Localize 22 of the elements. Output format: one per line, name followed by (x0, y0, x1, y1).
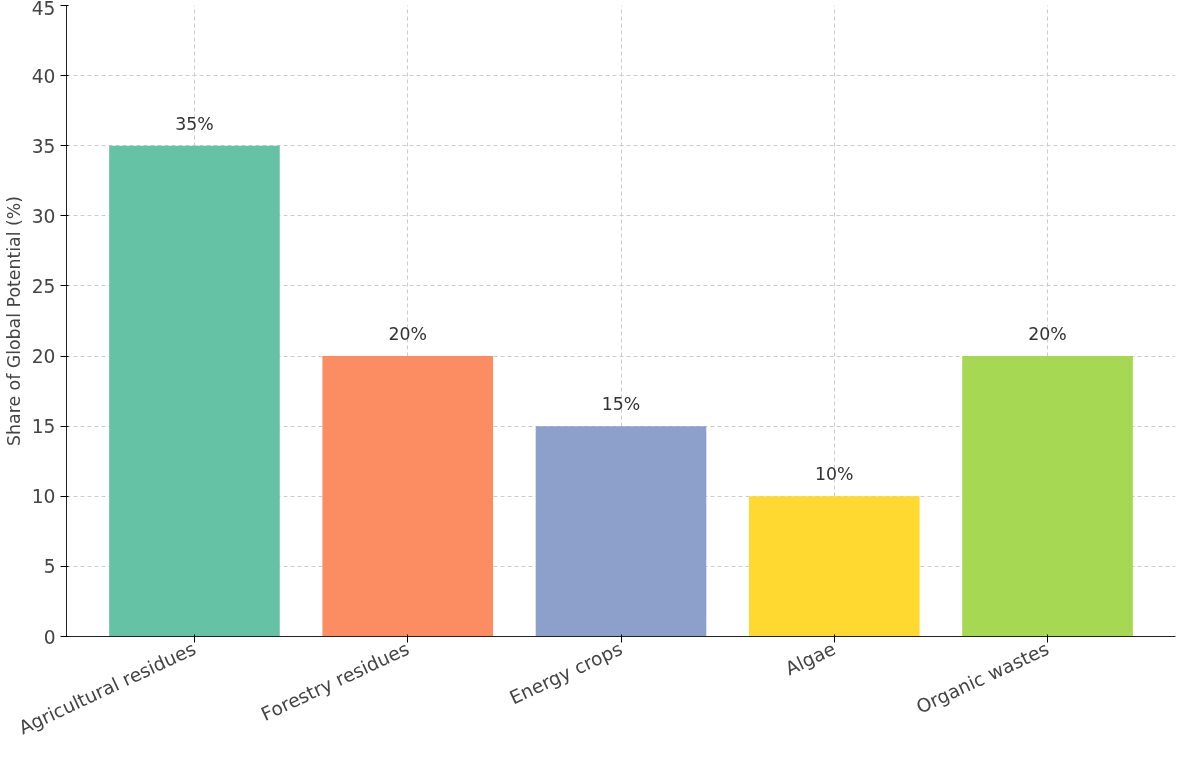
y-tick-label: 0 (43, 626, 56, 648)
bar (962, 356, 1133, 637)
data-label: 20% (388, 324, 427, 345)
y-tick-label: 45 (31, 0, 56, 19)
y-tick-label: 35 (31, 135, 56, 157)
y-axis-title: Share of Global Potential (%) (3, 196, 24, 446)
x-tick-label: Algae (782, 637, 839, 680)
data-label: 10% (815, 464, 854, 485)
data-label: 35% (175, 113, 214, 134)
data-label: 20% (1028, 324, 1067, 345)
y-tick-label: 25 (31, 275, 56, 297)
bar (109, 145, 280, 637)
bar (322, 356, 494, 637)
y-tick-label: 15 (31, 416, 56, 438)
bar (535, 426, 707, 637)
data-label: 15% (601, 394, 641, 415)
y-tick-label: 20 (31, 346, 56, 368)
y-tick-label: 5 (43, 556, 56, 578)
bar (748, 496, 920, 637)
y-tick-label: 40 (31, 65, 56, 87)
y-tick-label: 30 (31, 205, 56, 227)
y-tick-label: 10 (31, 486, 56, 508)
